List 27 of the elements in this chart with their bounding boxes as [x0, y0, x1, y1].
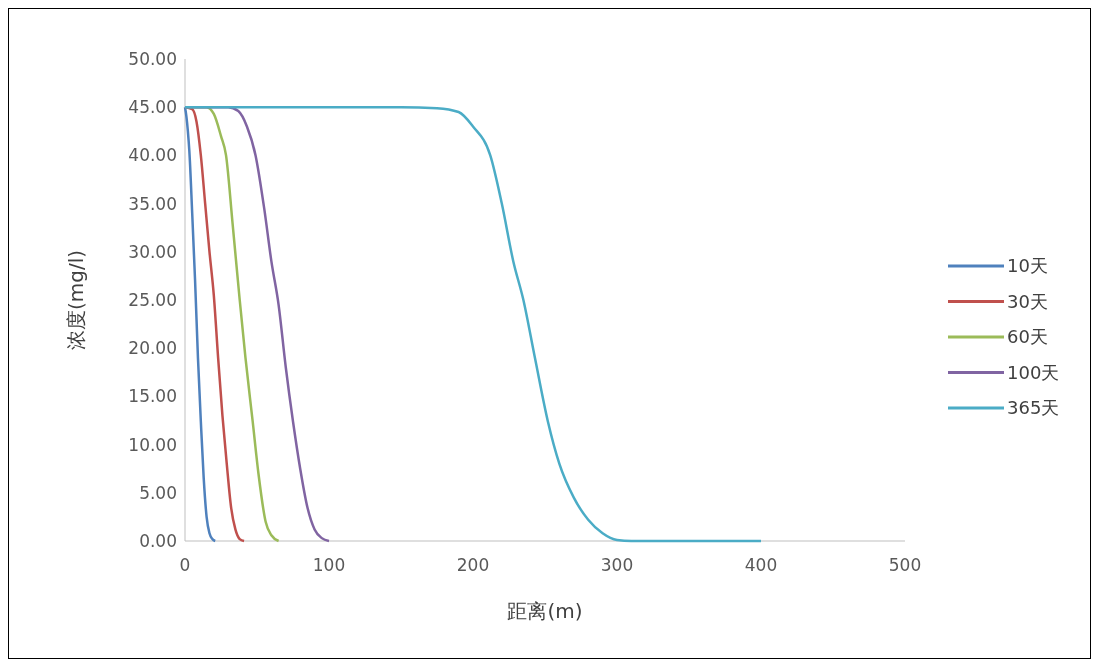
- y-tick-label: 50.00: [128, 48, 177, 69]
- y-axis-title: 浓度(mg/l): [64, 249, 88, 351]
- x-axis-title: 距离(m): [507, 599, 583, 623]
- x-tick-label: 0: [179, 555, 191, 575]
- y-tick-label: 35.00: [128, 193, 177, 214]
- legend-label: 10天: [1007, 255, 1048, 277]
- y-tick-label: 25.00: [128, 289, 177, 310]
- y-tick-label: 15.00: [128, 386, 177, 407]
- line-series: [183, 105, 763, 543]
- y-tick-label: 5.00: [139, 482, 177, 503]
- y-tick-label: 40.00: [128, 145, 177, 166]
- legend-label: 60天: [1007, 326, 1048, 348]
- line-series: [183, 105, 246, 543]
- x-tick-label: 400: [744, 555, 778, 575]
- y-tick-label: 10.00: [128, 434, 177, 455]
- x-tick-label: 300: [600, 555, 634, 575]
- legend-label: 365天: [1007, 397, 1060, 419]
- x-tick-label: 500: [888, 555, 922, 575]
- legend-label: 30天: [1007, 290, 1048, 312]
- y-tick-label: 0.00: [139, 530, 177, 551]
- y-tick-label: 30.00: [128, 241, 177, 262]
- x-tick-label: 200: [456, 555, 490, 575]
- x-tick-label: 100: [312, 555, 346, 575]
- y-tick-label: 45.00: [128, 97, 177, 118]
- y-tick-label: 20.00: [128, 338, 177, 359]
- legend-label: 100天: [1007, 361, 1060, 383]
- line-series: [183, 105, 217, 543]
